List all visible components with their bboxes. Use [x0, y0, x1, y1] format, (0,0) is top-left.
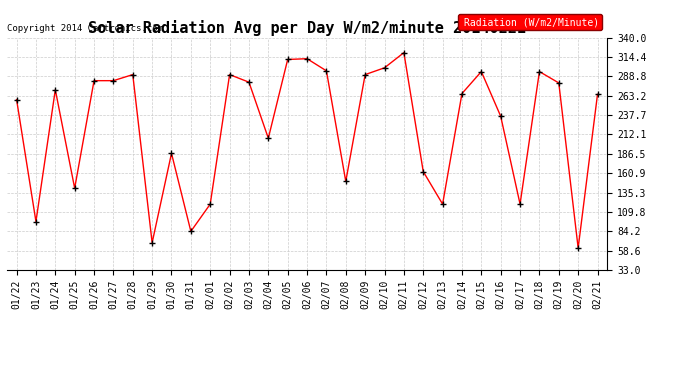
Text: Copyright 2014 Cartronics.com: Copyright 2014 Cartronics.com	[7, 24, 163, 33]
Title: Solar Radiation Avg per Day W/m2/minute 20140221: Solar Radiation Avg per Day W/m2/minute …	[88, 20, 526, 36]
Legend: Radiation (W/m2/Minute): Radiation (W/m2/Minute)	[458, 15, 602, 30]
